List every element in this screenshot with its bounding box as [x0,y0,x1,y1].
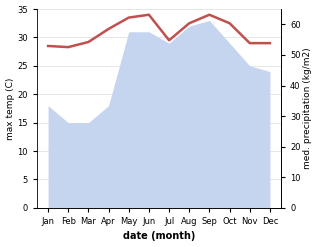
X-axis label: date (month): date (month) [123,231,195,242]
Y-axis label: max temp (C): max temp (C) [5,77,15,140]
Y-axis label: med. precipitation (kg/m2): med. precipitation (kg/m2) [303,48,313,169]
